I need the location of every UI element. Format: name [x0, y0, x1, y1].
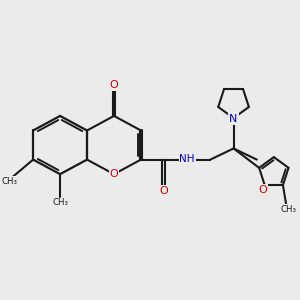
Text: CH₃: CH₃ — [2, 177, 18, 186]
Text: N: N — [230, 114, 238, 124]
Text: O: O — [110, 80, 118, 90]
Text: O: O — [259, 185, 268, 195]
Text: CH₃: CH₃ — [280, 205, 296, 214]
Text: NH: NH — [179, 154, 195, 164]
Text: CH₃: CH₃ — [52, 199, 68, 208]
Text: O: O — [160, 186, 168, 196]
Text: O: O — [110, 169, 118, 179]
